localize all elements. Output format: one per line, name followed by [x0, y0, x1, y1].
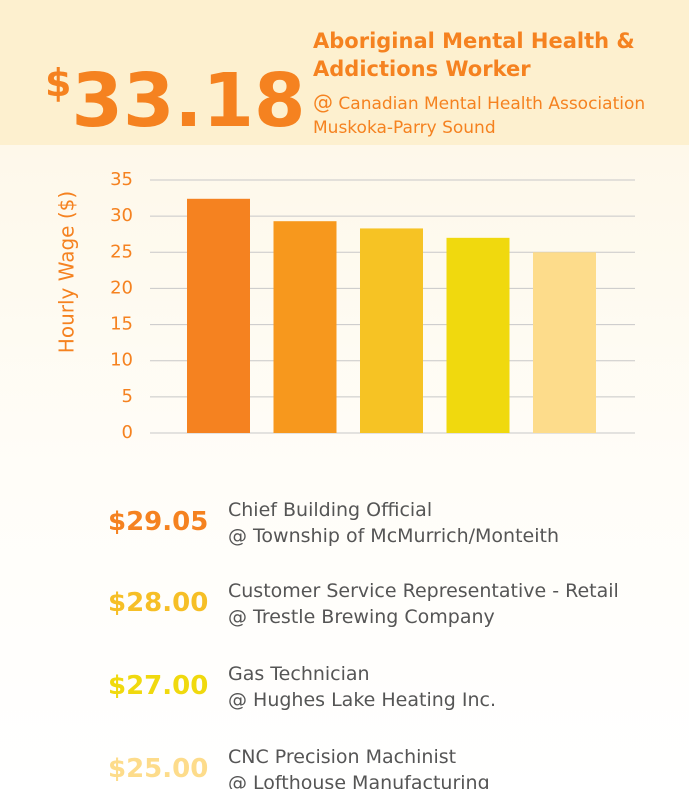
listing-title: Gas Technician [228, 663, 370, 685]
y-tick-label: 20 [110, 277, 133, 298]
y-tick-label: 35 [110, 169, 133, 190]
bar [273, 221, 337, 433]
listing-text: Gas Technician @ Hughes Lake Heating Inc. [228, 661, 496, 713]
listing-wage: $28.00 [108, 588, 209, 618]
headline-wage: $33.18 [45, 38, 306, 146]
chart: Hourly Wage ($) 0 5 10 15 20 25 30 35 [55, 169, 635, 443]
listing: $25.00 CNC Precision Machinist @ Lofthouse… [0, 744, 689, 789]
listing-text: Chief Building Official @ Township of McM… [228, 497, 559, 549]
listing-employer: @ Township of McMurrich/Monteith [228, 525, 559, 547]
listing-text: CNC Precision Machinist @ Lofthouse Manuf… [228, 744, 490, 789]
y-tick-label: 30 [110, 205, 133, 226]
amount: 33.18 [71, 58, 306, 144]
listing-wage: $25.00 [108, 754, 209, 784]
listing-employer: @ Trestle Brewing Company [228, 606, 495, 628]
employer-name: Canadian Mental Health Association Musko… [313, 94, 646, 138]
listing: $28.00 Customer Service Representative - … [0, 578, 689, 648]
at-sign: @ [313, 90, 333, 114]
listing: $27.00 Gas Technician @ Hughes Lake Heatin… [0, 661, 689, 731]
listing-title: Chief Building Official [228, 499, 433, 521]
bar [446, 237, 510, 433]
listing-wage: $29.05 [108, 507, 209, 537]
y-tick-label: 15 [110, 314, 133, 335]
listing-title: Customer Service Representative - Retail [228, 580, 619, 602]
bar [533, 252, 596, 433]
header: $33.18 Aboriginal Mental Health & Addict… [0, 0, 689, 145]
bar [360, 228, 423, 433]
job-title: Aboriginal Mental Health & Addictions Wo… [313, 29, 635, 81]
bar [187, 198, 250, 433]
listing-employer: @ Lofthouse Manufacturing [228, 772, 490, 789]
y-axis-label: Hourly Wage ($) [55, 191, 79, 353]
listing-employer: @ Hughes Lake Heating Inc. [228, 689, 497, 711]
y-tick-label: 10 [110, 350, 133, 371]
y-tick-label: 25 [110, 241, 133, 262]
y-tick-label: 0 [122, 422, 133, 443]
listing-text: Customer Service Representative - Retail… [228, 578, 619, 630]
employer: @ Canadian Mental Health Association Mus… [313, 90, 683, 140]
listing-title: CNC Precision Machinist [228, 746, 457, 768]
currency: $ [45, 61, 72, 105]
listing: $29.05 Chief Building Official @ Township … [0, 497, 689, 567]
listing-wage: $27.00 [108, 671, 209, 701]
y-tick-label: 5 [122, 386, 133, 407]
